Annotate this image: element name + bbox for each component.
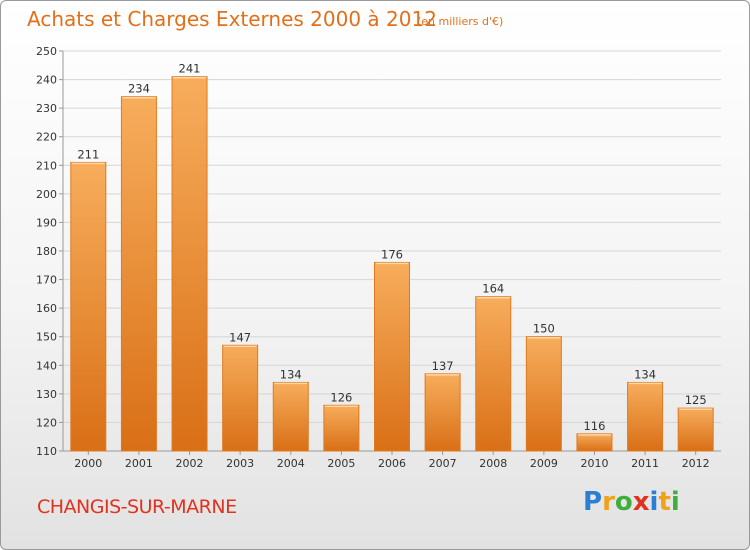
x-tick-label-2007: 2007	[429, 457, 457, 470]
bar-2003	[222, 344, 259, 452]
bar-2004	[272, 381, 309, 452]
y-tick-label: 190	[36, 216, 57, 229]
x-tick-label-2012: 2012	[682, 457, 710, 470]
data-label-2000: 211	[77, 147, 99, 161]
x-tick-label-2000: 2000	[74, 457, 102, 470]
tick-labels: 110 120 130 140 150 160 170 180 190 200 210 220 230 2…	[36, 45, 710, 470]
bar-2005	[323, 404, 360, 452]
x-tick-label-2002: 2002	[176, 457, 204, 470]
x-tick-label-2008: 2008	[479, 457, 507, 470]
y-tick-label: 210	[36, 159, 57, 172]
y-tick-label: 180	[36, 245, 57, 258]
x-tick-label-2009: 2009	[530, 457, 558, 470]
logo-letter: o	[614, 487, 633, 517]
bar-2012	[677, 407, 714, 452]
x-tick-label-2010: 2010	[580, 457, 608, 470]
data-label-2006: 176	[381, 247, 403, 261]
y-tick-label: 240	[36, 74, 57, 87]
bar-2000	[70, 161, 107, 452]
data-labels: 211 234 241 147 134 126 176 137 164 150 116 134 125	[77, 62, 706, 433]
data-label-2001: 234	[128, 82, 150, 96]
bar-2010	[576, 433, 613, 452]
data-label-2005: 126	[330, 390, 352, 404]
logo-letter: t	[658, 487, 671, 517]
bar-2007	[424, 373, 461, 452]
x-tick-label-2003: 2003	[226, 457, 254, 470]
y-tick-label: 130	[36, 388, 57, 401]
bar-2009	[525, 336, 562, 452]
bar-2008	[475, 296, 512, 452]
data-label-2008: 164	[482, 282, 504, 296]
data-label-2003: 147	[229, 330, 251, 344]
logo-letter: i	[670, 487, 680, 517]
proxiti-logo[interactable]: Proxiti	[583, 487, 680, 517]
bar-2006	[374, 261, 410, 452]
bar-2001	[120, 96, 157, 452]
y-tick-label: 170	[36, 274, 57, 287]
data-label-2010: 116	[583, 419, 605, 433]
y-tick-label: 230	[36, 102, 57, 115]
commune-name: CHANGIS-SUR-MARNE	[37, 496, 237, 518]
logo-letter: i	[649, 487, 659, 517]
chart-subtitle: (en milliers d'€)	[417, 15, 504, 28]
bars	[70, 76, 714, 452]
y-tick-label: 140	[36, 359, 57, 372]
logo-letter: r	[602, 487, 615, 517]
logo-letter: x	[632, 487, 650, 517]
y-tick-label: 200	[36, 188, 57, 201]
x-tick-label-2011: 2011	[631, 457, 659, 470]
data-label-2009: 150	[533, 322, 555, 336]
y-tick-label: 220	[36, 131, 57, 144]
x-tick-label-2004: 2004	[277, 457, 305, 470]
data-label-2007: 137	[432, 359, 454, 373]
data-label-2002: 241	[179, 62, 201, 76]
logo-letter: P	[583, 487, 603, 517]
data-label-2004: 134	[280, 367, 302, 381]
x-tick-label-2006: 2006	[378, 457, 406, 470]
data-label-2011: 134	[634, 367, 656, 381]
bar-2011	[627, 381, 664, 452]
y-tick-label: 110	[36, 445, 57, 458]
y-tick-label: 250	[36, 45, 57, 58]
chart-title: Achats et Charges Externes 2000 à 2012	[27, 7, 437, 31]
y-tick-label: 160	[36, 302, 57, 315]
x-tick-label-2001: 2001	[125, 457, 153, 470]
data-label-2012: 125	[685, 393, 707, 407]
y-tick-label: 150	[36, 331, 57, 344]
y-tick-label: 120	[36, 416, 57, 429]
bar-2002	[171, 76, 208, 452]
x-tick-label-2005: 2005	[327, 457, 355, 470]
